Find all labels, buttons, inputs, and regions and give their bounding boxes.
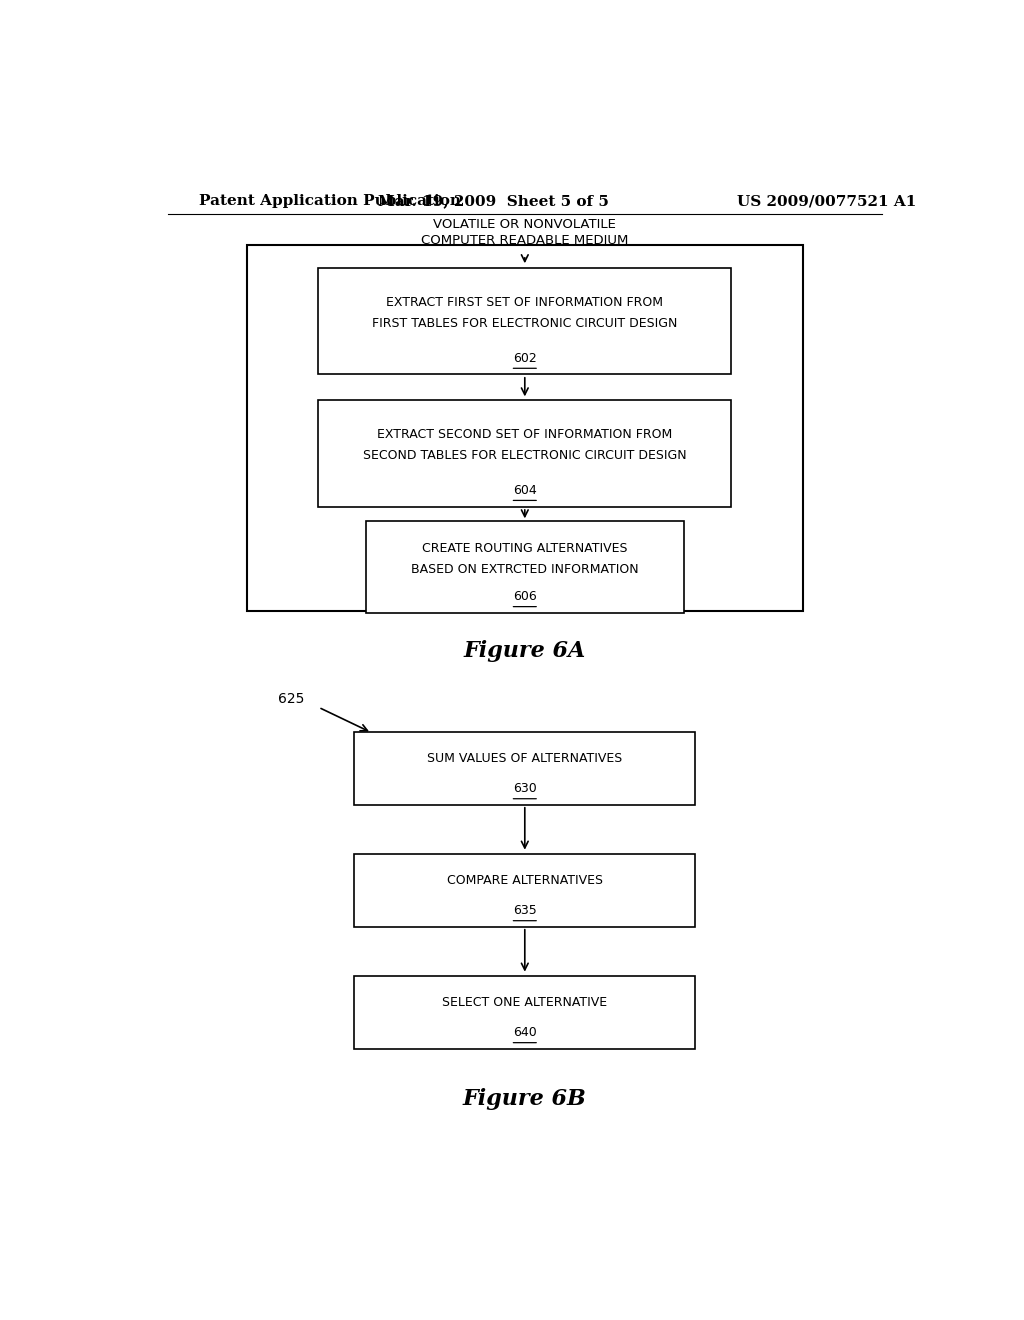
Text: Figure 6B: Figure 6B [463,1088,587,1110]
Text: 630: 630 [513,781,537,795]
Text: 602: 602 [513,351,537,364]
Text: EXTRACT SECOND SET OF INFORMATION FROM: EXTRACT SECOND SET OF INFORMATION FROM [377,429,673,441]
Text: Patent Application Publication: Patent Application Publication [200,194,462,209]
Text: BASED ON EXTRCTED INFORMATION: BASED ON EXTRCTED INFORMATION [411,562,639,576]
Text: 606: 606 [513,590,537,603]
Text: SECOND TABLES FOR ELECTRONIC CIRCUIT DESIGN: SECOND TABLES FOR ELECTRONIC CIRCUIT DES… [362,449,687,462]
Bar [247,244,803,611]
Bar [354,731,695,805]
Text: 604: 604 [513,483,537,496]
Text: FIRST TABLES FOR ELECTRONIC CIRCUIT DESIGN: FIRST TABLES FOR ELECTRONIC CIRCUIT DESI… [372,317,678,330]
Text: 625: 625 [278,692,304,706]
Text: COMPUTER READABLE MEDIUM: COMPUTER READABLE MEDIUM [421,234,629,247]
Text: Figure 6A: Figure 6A [464,640,586,663]
Bar [318,400,731,507]
Text: US 2009/0077521 A1: US 2009/0077521 A1 [736,194,916,209]
Text: 635: 635 [513,904,537,917]
Text: COMPARE ALTERNATIVES: COMPARE ALTERNATIVES [446,874,603,887]
Text: VOLATILE OR NONVOLATILE: VOLATILE OR NONVOLATILE [433,218,616,231]
Bar [367,521,684,612]
Text: Mar. 19, 2009  Sheet 5 of 5: Mar. 19, 2009 Sheet 5 of 5 [378,194,608,209]
Bar [318,268,731,375]
Text: EXTRACT FIRST SET OF INFORMATION FROM: EXTRACT FIRST SET OF INFORMATION FROM [386,296,664,309]
Text: CREATE ROUTING ALTERNATIVES: CREATE ROUTING ALTERNATIVES [422,543,628,556]
Text: SELECT ONE ALTERNATIVE: SELECT ONE ALTERNATIVE [442,995,607,1008]
Text: 640: 640 [513,1026,537,1039]
Bar [354,975,695,1049]
Text: SUM VALUES OF ALTERNATIVES: SUM VALUES OF ALTERNATIVES [427,751,623,764]
Bar [354,854,695,927]
